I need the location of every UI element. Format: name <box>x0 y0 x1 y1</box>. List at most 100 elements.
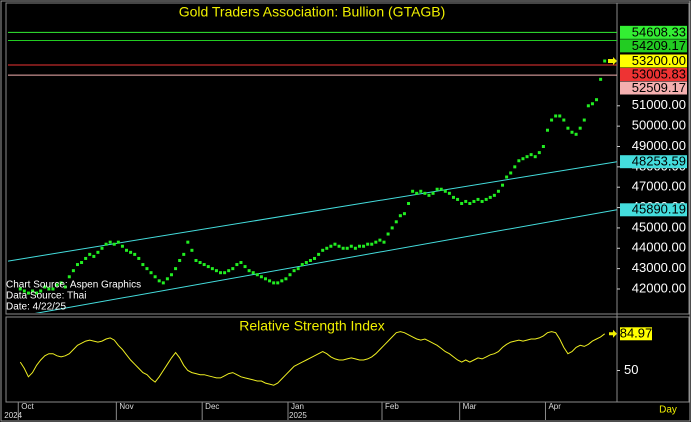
chart-title: Gold Traders Association: Bullion (GTAGB… <box>179 4 446 20</box>
price-dot <box>263 277 267 281</box>
price-dot <box>357 244 361 248</box>
price-dot <box>300 263 304 267</box>
price-dot <box>239 261 243 265</box>
price-dot <box>292 269 296 273</box>
price-dot <box>71 269 75 273</box>
price-dot <box>382 240 386 244</box>
price-dot <box>341 246 345 250</box>
price-dot <box>394 220 398 224</box>
price-dot <box>96 250 100 254</box>
price-dot <box>219 271 223 275</box>
price-dot <box>116 240 120 244</box>
price-dot <box>325 246 329 250</box>
price-dot <box>451 195 455 199</box>
price-dot <box>35 291 39 295</box>
price-dot <box>308 258 312 262</box>
price-dot <box>370 242 374 246</box>
source-note: Date: 4/22/25 <box>6 302 66 313</box>
price-dot <box>157 279 161 283</box>
price-dot <box>578 126 582 130</box>
price-dot <box>108 240 112 244</box>
value-label-box <box>620 81 687 95</box>
price-dot <box>517 159 521 163</box>
price-dot <box>484 197 488 201</box>
value-label-box <box>620 39 687 53</box>
price-dot <box>447 191 451 195</box>
price-dot <box>202 263 206 267</box>
price-dot <box>161 281 165 285</box>
price-dot <box>18 287 22 291</box>
y-tick-label: 45000.00 <box>632 219 686 234</box>
price-dot <box>313 256 317 260</box>
price-dot <box>419 189 423 193</box>
price-dot <box>67 275 71 279</box>
price-dot <box>472 199 476 203</box>
price-dot <box>476 197 480 201</box>
price-dot <box>84 256 88 260</box>
price-dot <box>129 250 133 254</box>
y-tick-label: 42000.00 <box>632 280 686 295</box>
price-dot <box>125 248 129 252</box>
x-tick-label: Nov <box>119 402 133 411</box>
price-dot <box>513 165 517 169</box>
rsi-title: Relative Strength Index <box>239 318 385 334</box>
price-dot <box>468 201 472 205</box>
y-tick-label: 47000.00 <box>632 179 686 194</box>
price-dot <box>235 263 239 267</box>
price-dot <box>554 114 558 118</box>
price-dot <box>88 252 92 256</box>
price-dot <box>153 275 157 279</box>
price-dot <box>480 199 484 203</box>
price-dot <box>26 291 30 295</box>
price-dot <box>182 252 186 256</box>
price-dot <box>259 275 263 279</box>
value-label-box <box>620 327 652 341</box>
value-label: 45890.19 <box>632 202 686 217</box>
year-label: 2025 <box>289 411 307 420</box>
price-dot <box>120 244 124 248</box>
price-dot <box>349 244 353 248</box>
price-dot <box>145 267 149 271</box>
price-dot <box>345 246 349 250</box>
y-tick-label: 51000.00 <box>632 97 686 112</box>
price-dot <box>304 261 308 265</box>
price-dot <box>374 240 378 244</box>
price-dot <box>104 242 108 246</box>
value-label: 48253.59 <box>632 154 686 169</box>
price-dot <box>47 287 51 291</box>
price-dot <box>206 265 210 269</box>
price-dot <box>550 118 554 122</box>
price-dot <box>545 128 549 132</box>
value-label: 52509.17 <box>632 80 686 95</box>
x-tick-label: Oct <box>21 402 34 411</box>
x-tick-label: Apr <box>548 402 561 411</box>
trend-line <box>8 161 617 262</box>
price-dot <box>460 201 464 205</box>
y-tick-label: 43000.00 <box>632 260 686 275</box>
price-dot <box>227 269 231 273</box>
price-dot <box>92 254 96 258</box>
trend-line <box>34 209 617 313</box>
x-tick-label: Feb <box>385 402 399 411</box>
price-dot <box>521 157 525 161</box>
price-dot <box>505 175 509 179</box>
price-dot <box>247 269 251 273</box>
x-tick-label: Mar <box>463 402 477 411</box>
price-dot <box>586 104 590 108</box>
price-dot <box>141 263 145 267</box>
price-dot <box>492 193 496 197</box>
price-dot <box>296 267 300 271</box>
x-axis-label: Day <box>659 405 677 416</box>
y-tick-label: 49000.00 <box>632 138 686 153</box>
price-dot <box>251 271 255 275</box>
price-dot <box>509 171 513 175</box>
price-dot <box>537 151 541 155</box>
year-label: 2024 <box>4 411 22 420</box>
price-dot <box>133 252 137 256</box>
price-dot <box>280 279 284 283</box>
price-dot <box>284 277 288 281</box>
price-dot <box>272 281 276 285</box>
price-dot <box>75 263 79 267</box>
price-dot <box>80 261 84 265</box>
